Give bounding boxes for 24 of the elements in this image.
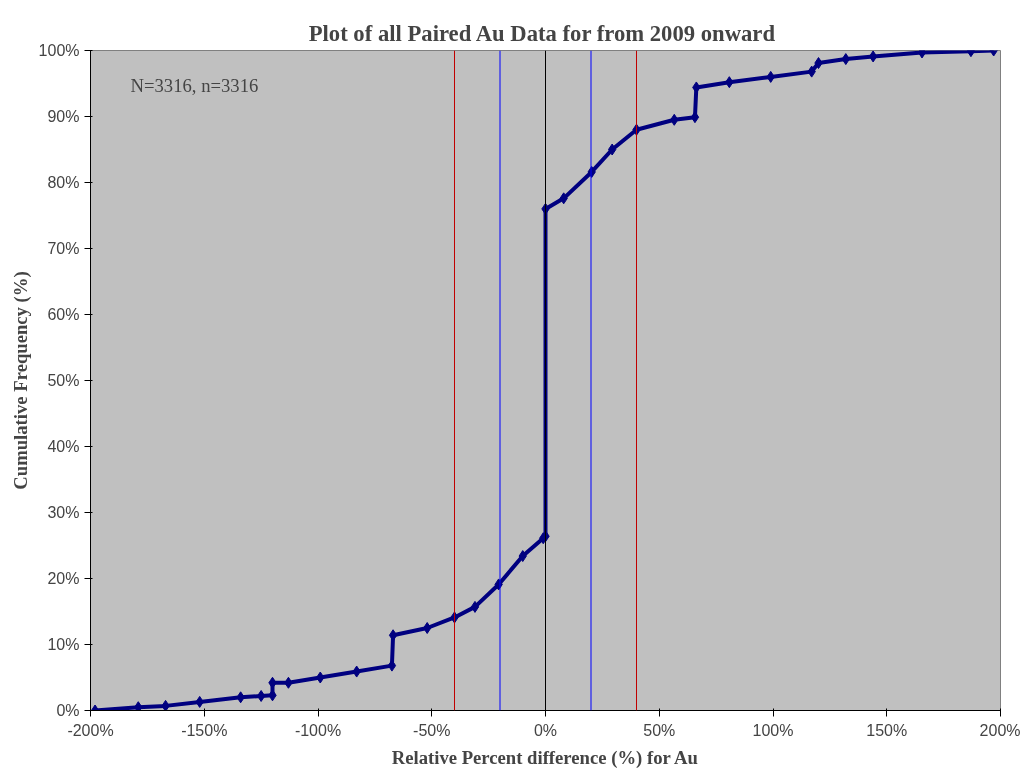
x-tick-label: 150%: [866, 721, 908, 739]
y-axis-title: Cumulative Frequency (%): [9, 271, 32, 490]
y-tick-label: 60%: [47, 306, 80, 323]
x-tick-label: -100%: [294, 721, 342, 739]
y-tick-label: 30%: [47, 504, 80, 521]
x-tick-label: 200%: [979, 721, 1021, 739]
x-tick-label: -200%: [67, 721, 114, 739]
x-tick-label: -150%: [181, 721, 228, 739]
x-axis-title: Relative Percent difference (%) for Au: [391, 746, 698, 769]
y-tick-label: 90%: [47, 108, 80, 125]
chart-title: Plot of all Paired Au Data for from 2009 onward: [308, 20, 776, 46]
x-tick-label: 50%: [643, 721, 676, 739]
y-tick-label: 10%: [47, 636, 80, 653]
annotation: N=3316, n=3316: [130, 74, 259, 96]
x-tick-label: -50%: [413, 721, 451, 739]
y-tick-label: 50%: [47, 372, 80, 389]
y-tick-label: 100%: [38, 42, 80, 59]
x-tick-label: 100%: [752, 721, 794, 739]
x-tick-label: 0%: [533, 721, 558, 739]
y-tick-label: 80%: [47, 174, 80, 191]
y-tick-label: 40%: [47, 438, 80, 455]
y-tick-label: 0%: [56, 702, 80, 719]
y-tick-label: 20%: [47, 570, 80, 587]
y-tick-label: 70%: [47, 240, 80, 257]
